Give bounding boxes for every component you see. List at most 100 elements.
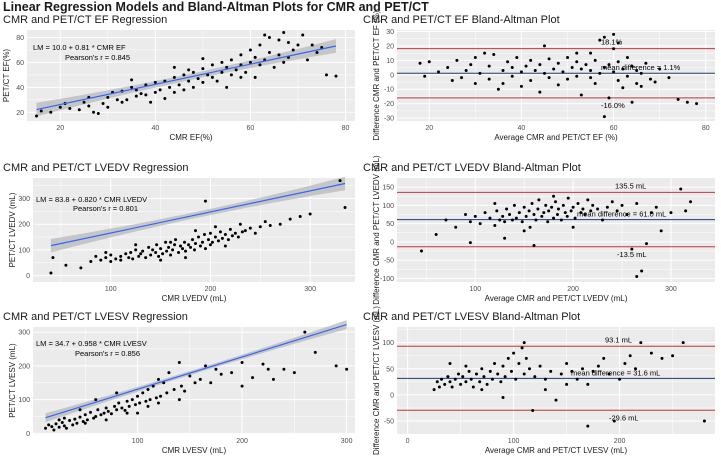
regression-equation: LM = 34.7 + 0.958 * CMR LVESV bbox=[36, 339, 147, 348]
data-point bbox=[519, 84, 523, 88]
data-point bbox=[210, 63, 214, 67]
data-point bbox=[493, 223, 497, 227]
data-point bbox=[301, 33, 305, 37]
data-point bbox=[671, 354, 675, 358]
panel-title: CMR and PET/CT LVESV Regression bbox=[3, 311, 188, 323]
data-point bbox=[490, 377, 494, 381]
data-point bbox=[244, 70, 248, 74]
data-point bbox=[182, 73, 186, 77]
data-point bbox=[546, 220, 550, 224]
data-point bbox=[258, 225, 262, 229]
data-point bbox=[206, 73, 210, 77]
x-tick-label: 300 bbox=[665, 286, 677, 293]
panel-lvedv-regression: CMR and PET/CT LVEDV Regression 100 200 30… bbox=[3, 162, 360, 308]
data-point bbox=[219, 372, 223, 376]
data-point bbox=[536, 207, 540, 211]
data-point bbox=[203, 247, 207, 251]
data-point bbox=[334, 74, 338, 78]
data-point bbox=[639, 84, 643, 88]
data-point bbox=[559, 372, 563, 376]
data-point bbox=[253, 231, 257, 235]
y-tick-label: 100 bbox=[382, 340, 394, 347]
y-axis-label: Difference CMR and PET/CT EF (%) bbox=[372, 10, 381, 140]
y-axis-label: PET/CT LVEDV (mL) bbox=[8, 192, 17, 267]
x-tick-label: 80 bbox=[342, 125, 350, 132]
data-point bbox=[208, 231, 212, 235]
data-point bbox=[645, 242, 649, 246]
data-point bbox=[172, 65, 176, 69]
data-point bbox=[214, 367, 218, 371]
data-point bbox=[492, 53, 496, 57]
data-point bbox=[193, 381, 197, 385]
data-point bbox=[64, 263, 68, 267]
data-point bbox=[538, 63, 542, 67]
data-point bbox=[141, 249, 145, 253]
data-point bbox=[540, 214, 544, 218]
data-point bbox=[253, 55, 257, 59]
data-point bbox=[616, 60, 620, 64]
data-point bbox=[64, 426, 68, 430]
panel-title: CMR and PET/CT LVESV Bland-Altman Plot bbox=[363, 311, 581, 323]
data-point bbox=[496, 87, 500, 91]
data-point bbox=[695, 102, 699, 106]
data-point bbox=[509, 369, 513, 373]
y-tick-label: -50 bbox=[384, 418, 394, 425]
data-point bbox=[600, 218, 604, 222]
data-point bbox=[109, 253, 113, 257]
data-point bbox=[229, 58, 233, 62]
data-point bbox=[579, 67, 583, 71]
data-point bbox=[154, 396, 158, 400]
data-point bbox=[172, 90, 176, 94]
data-point bbox=[73, 417, 77, 421]
data-point bbox=[223, 244, 227, 248]
data-point bbox=[62, 424, 66, 428]
data-point bbox=[471, 385, 475, 389]
chart-lvedv-bland-altman: 100 200 300 -100 -50 0 50 100 150 Average CMR and… bbox=[372, 155, 715, 305]
x-tick-label: 100 bbox=[469, 286, 481, 293]
data-point bbox=[524, 356, 528, 360]
data-point bbox=[282, 60, 286, 64]
data-point bbox=[552, 216, 556, 220]
data-point bbox=[99, 258, 103, 262]
x-tick-label: 20 bbox=[425, 125, 433, 132]
data-point bbox=[163, 97, 167, 101]
data-point bbox=[612, 47, 616, 51]
data-point bbox=[512, 203, 516, 207]
x-tick-label: 0 bbox=[406, 438, 410, 445]
data-point bbox=[453, 377, 457, 381]
data-point bbox=[106, 95, 110, 99]
y-tick-label: -20 bbox=[384, 101, 394, 108]
data-point bbox=[669, 211, 673, 215]
x-axis-label: Average CMR and PET/CT LVEDV (mL) bbox=[485, 294, 628, 303]
data-point bbox=[109, 412, 113, 416]
data-point bbox=[292, 371, 296, 375]
data-point bbox=[456, 372, 460, 376]
data-point bbox=[196, 77, 200, 81]
data-point bbox=[533, 68, 537, 72]
regression-equation: LM = 83.8 + 0.820 * CMR LVEDV bbox=[36, 195, 147, 204]
data-point bbox=[149, 253, 153, 257]
data-point bbox=[648, 77, 652, 81]
data-point bbox=[184, 249, 188, 253]
data-point bbox=[141, 391, 145, 395]
data-point bbox=[57, 418, 61, 422]
data-point bbox=[478, 71, 482, 75]
data-point bbox=[196, 235, 200, 239]
data-point bbox=[248, 226, 252, 230]
data-point bbox=[177, 83, 181, 87]
data-point bbox=[148, 398, 152, 402]
y-tick-label: -10 bbox=[384, 87, 394, 94]
data-point bbox=[450, 385, 454, 389]
panel-ef-bland-altman: CMR and PET/CT EF Bland-Altman Plot 20 40… bbox=[363, 10, 720, 152]
data-point bbox=[130, 78, 134, 82]
data-point bbox=[635, 81, 639, 85]
data-point bbox=[77, 108, 81, 112]
data-point bbox=[639, 341, 643, 345]
data-point bbox=[159, 394, 163, 398]
data-point bbox=[115, 391, 119, 395]
data-point bbox=[154, 250, 158, 254]
data-point bbox=[634, 367, 637, 371]
data-point bbox=[534, 218, 538, 222]
data-point bbox=[303, 330, 307, 334]
data-point bbox=[308, 212, 312, 216]
